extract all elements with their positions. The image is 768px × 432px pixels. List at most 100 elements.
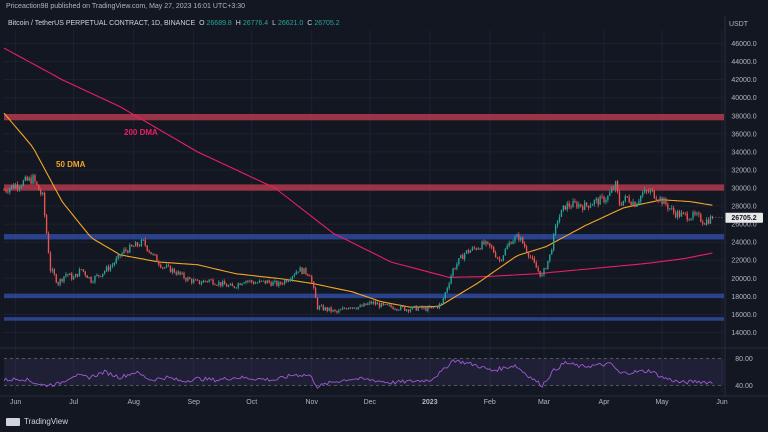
candle-body [448,283,450,289]
candle-body [454,268,456,270]
candle-body [177,271,179,275]
candle-body [467,250,470,253]
candle-body [55,274,57,283]
open-label: O [199,20,205,27]
candle-body [578,204,580,208]
candle-body [20,185,23,188]
candle-body [103,271,106,274]
candle-body [258,280,261,283]
candle-body [477,248,479,250]
candle-body [614,181,617,190]
high-label: H [235,20,241,27]
candle-body [417,307,419,311]
candle-body [140,239,143,246]
candle-body [638,201,640,204]
candle-body [154,253,156,256]
candle-body [479,248,481,250]
candle-body [551,250,553,255]
candle-body [380,303,383,308]
zone-support-15-5k [4,317,724,321]
candle-body [587,205,590,208]
candle-body [185,278,187,281]
candle-body [82,269,85,272]
candle-body [673,207,675,213]
candle-body [117,254,119,259]
candle-body [491,246,493,248]
candle-body [67,274,69,276]
candle-body [682,212,685,214]
candle-body [525,246,528,253]
candle-body [462,255,464,260]
candle-body [429,306,431,309]
candle-body [450,275,452,284]
candle-body [7,191,9,193]
candle-body [533,257,535,263]
candle-body [119,254,121,257]
candle-body [601,196,603,198]
candle-body [115,258,117,264]
candle-body [162,267,164,269]
candle-body [529,256,532,258]
candle-body [9,188,11,193]
candle-body [100,275,102,277]
rsi-panel: 80.00 40.00 [0,347,768,390]
price-tick-label: 24000.0 [731,240,756,247]
candle-body [297,271,299,273]
candle-body [131,244,133,247]
candle-body [266,280,268,284]
candle-body [16,184,19,189]
candle-body [206,281,208,283]
candle-body [47,233,50,254]
candle-body [556,221,559,226]
candle-body [163,267,166,269]
candle-body [609,192,611,196]
candle-body [392,307,394,310]
candle-body [545,268,547,270]
candle-body [218,282,220,286]
candle-body [61,279,63,282]
low-label: L [272,20,277,27]
candle-body [566,203,568,210]
candle-body [189,277,191,280]
time-tick-label: Oct [246,399,257,406]
candle-body [436,306,439,308]
candle-body [320,305,323,307]
candle-body [98,274,100,276]
candle-body [512,241,514,244]
candle-body [434,306,437,308]
candle-body [113,263,115,266]
candle-body [264,280,266,284]
candle-body [227,285,230,287]
tradingview-logo[interactable]: TradingView [6,417,68,426]
candle-body [313,281,315,288]
candle-body [223,281,226,285]
candle-body [84,271,86,276]
candle-body [63,276,65,282]
high-value: 26776.4 [242,20,269,27]
candle-body [421,306,423,309]
price-axis[interactable]: 14000.0 16000.0 18000.0 20000.0 22000.0 24000… [712,41,763,337]
candle-body [593,200,595,205]
candle-body [378,303,381,308]
candle-body [669,208,671,210]
candle-body [705,219,708,225]
candle-body [433,306,435,308]
candle-body [603,196,605,203]
candle-body [510,242,512,244]
candle-body [78,269,81,277]
candle-body [651,189,654,191]
candle-body [326,307,328,311]
rsi-tick-label: 80.00 [735,356,753,363]
candle-body [105,266,108,272]
time-axis[interactable]: Jun Jul Aug Sep Oct Nov Dec 2023 Feb Mar Apr May Jun [0,16,768,406]
candle-body [649,189,652,193]
candle-body [531,257,534,259]
candle-body [643,189,646,193]
candle-body [616,181,619,192]
candle-body [198,280,201,284]
candle-body [90,277,92,283]
candle-body [307,274,309,276]
close-value: 26705.2 [314,20,340,27]
candle-body [589,205,592,208]
